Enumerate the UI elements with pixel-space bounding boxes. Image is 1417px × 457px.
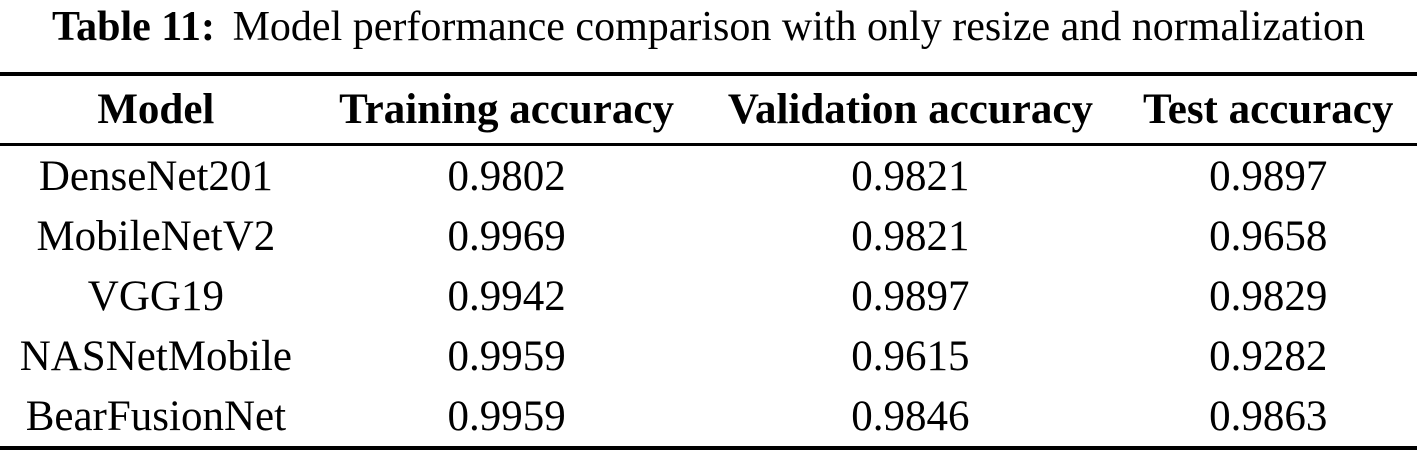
table-row-densenet201: DenseNet201 0.9802 0.9821 0.9897: [0, 145, 1417, 207]
cell-training-accuracy: 0.9959: [447, 333, 566, 380]
cell-model: DenseNet201: [38, 153, 273, 200]
table-row-nasnetmobile: NASNetMobile 0.9959 0.9615 0.9282: [0, 326, 1417, 386]
cell-model: BearFusionNet: [25, 393, 287, 440]
cell-validation-accuracy: 0.9897: [851, 273, 970, 320]
cell-test-accuracy: 0.9863: [1209, 393, 1328, 440]
cell-model: VGG19: [87, 273, 224, 320]
table-head: Model Training accuracy Validation accur…: [0, 74, 1417, 145]
table-caption-text: Model performance comparison with only r…: [232, 4, 1366, 50]
cell-test-accuracy: 0.9829: [1209, 273, 1328, 320]
table-row-vgg19: VGG19 0.9942 0.9897 0.9829: [0, 266, 1417, 326]
table-row-bearfusionnet: BearFusionNet 0.9959 0.9846 0.9863: [0, 386, 1417, 448]
cell-validation-accuracy: 0.9615: [851, 333, 970, 380]
cell-test-accuracy: 0.9282: [1209, 333, 1328, 380]
cell-model: NASNetMobile: [19, 333, 293, 380]
cell-training-accuracy: 0.9969: [447, 213, 566, 260]
table-caption-label: Table 11:: [51, 4, 215, 50]
column-header-test-accuracy: Test accuracy: [1143, 86, 1394, 133]
column-header-validation-accuracy: Validation accuracy: [727, 86, 1093, 133]
cell-validation-accuracy: 0.9821: [851, 213, 970, 260]
cell-test-accuracy: 0.9897: [1209, 153, 1328, 200]
cell-training-accuracy: 0.9959: [447, 393, 566, 440]
table-header-row: Model Training accuracy Validation accur…: [0, 74, 1417, 145]
cell-validation-accuracy: 0.9846: [851, 393, 970, 440]
column-header-training-accuracy: Training accuracy: [339, 86, 674, 133]
model-performance-table: Model Training accuracy Validation accur…: [0, 72, 1417, 450]
table-row-mobilenetv2: MobileNetV2 0.9969 0.9821 0.9658: [0, 206, 1417, 266]
cell-model: MobileNetV2: [36, 213, 276, 260]
table-caption: Table 11: Model performance comparison wi…: [0, 0, 1417, 55]
cell-validation-accuracy: 0.9821: [851, 153, 970, 200]
table-body: DenseNet201 0.9802 0.9821 0.9897 MobileN…: [0, 145, 1417, 449]
column-header-model: Model: [97, 86, 215, 133]
cell-training-accuracy: 0.9942: [447, 273, 566, 320]
cell-test-accuracy: 0.9658: [1209, 213, 1328, 260]
cell-training-accuracy: 0.9802: [447, 153, 566, 200]
